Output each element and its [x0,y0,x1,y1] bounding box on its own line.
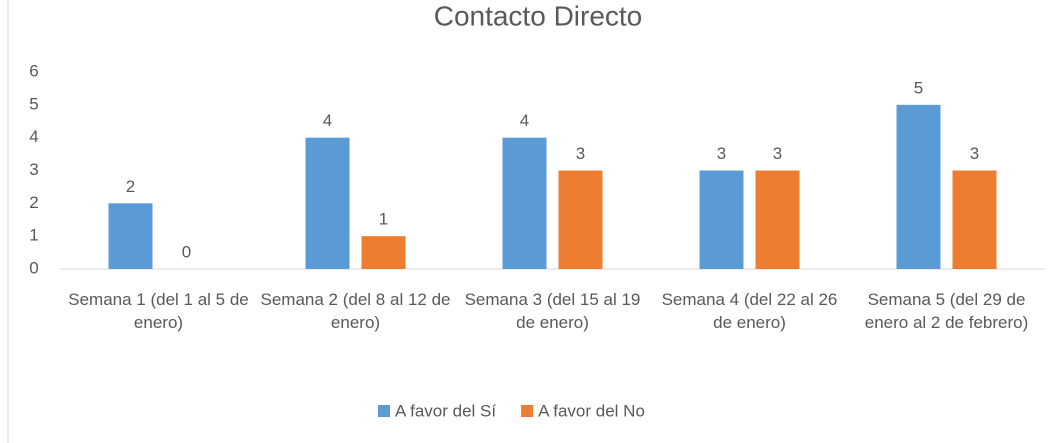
y-tick-label: 3 [29,160,38,179]
y-tick-label: 4 [29,127,38,146]
y-tick-label: 5 [29,94,38,113]
x-tick-label: Semana 4 (del 22 al 26 de enero) [661,290,838,332]
x-tick-label: Semana 1 (del 1 al 5 de enero) [68,290,249,332]
data-label: 4 [520,111,529,130]
data-label: 3 [717,144,726,163]
bar [699,170,744,269]
x-tick-label: Semana 2 (del 8 al 12 de enero) [260,290,451,332]
legend-swatch [378,405,390,417]
bar [952,170,997,269]
y-tick-label: 2 [29,193,38,212]
legend-label: A favor del No [538,401,645,420]
y-tick-label: 0 [29,258,38,277]
x-tick-label: Semana 3 (del 15 al 19 de enero) [464,290,641,332]
x-tick-label: Semana 5 (del 29 de enero al 2 de febrer… [864,290,1029,332]
legend-swatch [521,405,534,417]
data-label: 3 [773,144,782,163]
legend-label: A favor del Sí [395,401,496,420]
y-tick-label: 6 [29,61,38,80]
data-label: 3 [576,144,585,163]
chart-title: Contacto Directo [434,0,643,31]
data-label: 5 [914,78,923,97]
bar [558,170,603,269]
data-label: 1 [379,210,388,229]
bar [896,104,941,269]
bar [305,137,350,269]
data-label: 3 [970,144,979,163]
data-label: 2 [126,177,135,196]
bar [361,236,406,269]
bar [502,137,547,269]
bar [755,170,800,269]
bar [108,203,153,269]
y-tick-label: 1 [29,226,38,245]
data-label: 0 [182,242,191,261]
data-label: 4 [323,111,332,130]
